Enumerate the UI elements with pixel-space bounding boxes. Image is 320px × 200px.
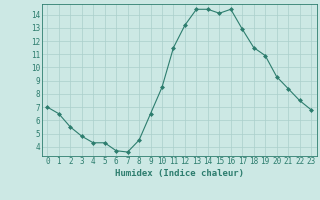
X-axis label: Humidex (Indice chaleur): Humidex (Indice chaleur) [115,169,244,178]
